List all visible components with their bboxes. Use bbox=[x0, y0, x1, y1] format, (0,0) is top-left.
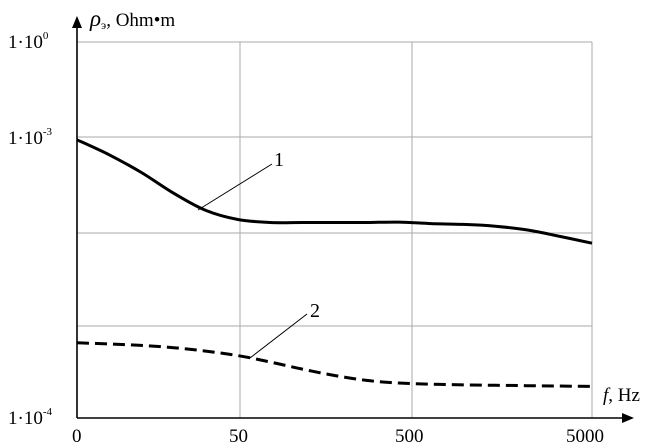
series-2-label: 2 bbox=[310, 300, 320, 322]
y-tick-label-1: 1·100 bbox=[8, 30, 49, 53]
y-axis-symbol: ρ bbox=[89, 6, 101, 31]
y-axis-subscript: э bbox=[101, 18, 106, 32]
y-axis-unit: , Ohm•m bbox=[106, 10, 175, 31]
series-1-line bbox=[76, 138, 593, 245]
series-layer bbox=[76, 138, 593, 388]
y-axis-label: ρэ, Ohm•m bbox=[89, 6, 175, 32]
x-tick-label-1: 0 bbox=[72, 426, 82, 447]
x-tick-label-4: 5000 bbox=[566, 426, 604, 447]
y-tick-label-2: 1·10-3 bbox=[8, 126, 52, 149]
x-axis-unit: , Hz bbox=[608, 385, 640, 406]
x-axis-label: f, Hz bbox=[603, 385, 640, 406]
y-tick-label-3: 1·10-4 bbox=[8, 406, 52, 429]
series-1-leader-line bbox=[197, 163, 273, 211]
series-2-leader-line bbox=[249, 313, 308, 359]
series-2-line bbox=[76, 341, 593, 388]
x-axis-symbol: f bbox=[603, 385, 611, 406]
x-tick-label-3: 500 bbox=[395, 426, 424, 447]
grid bbox=[77, 41, 593, 418]
series-1-label: 1 bbox=[274, 149, 284, 171]
x-tick-label-2: 50 bbox=[229, 426, 248, 447]
